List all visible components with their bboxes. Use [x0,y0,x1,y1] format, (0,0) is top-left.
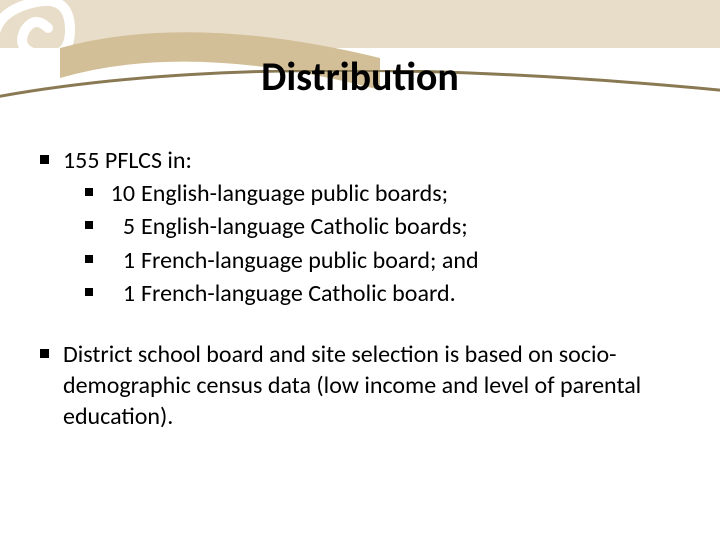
bullet-text: District school board and site selection… [63,339,680,433]
bullet-item: 1French-language Catholic board. [85,278,680,309]
bullet-item: 155 PFLCS in: [40,145,680,176]
bullet-marker [85,288,93,296]
bullet-marker [85,255,93,263]
bullet-text: 155 PFLCS in: [63,145,680,176]
bullet-item: 1French-language public board; and [85,245,680,276]
bullet-marker [40,349,49,358]
bullet-text: 10English-language public boards; [105,178,680,209]
bullet-marker [40,155,49,164]
bullet-text: 5English-language Catholic boards; [105,211,680,242]
bullet-marker [85,188,93,196]
bullet-marker [85,221,93,229]
bullet-text: 1French-language public board; and [105,245,680,276]
content-area: 155 PFLCS in: 10English-language public … [40,145,680,435]
spacer [40,311,680,339]
bullet-item: District school board and site selection… [40,339,680,433]
slide-title: Distribution [0,52,720,101]
bullet-item: 5English-language Catholic boards; [85,211,680,242]
bullet-text: 1French-language Catholic board. [105,278,680,309]
bullet-item: 10English-language public boards; [85,178,680,209]
